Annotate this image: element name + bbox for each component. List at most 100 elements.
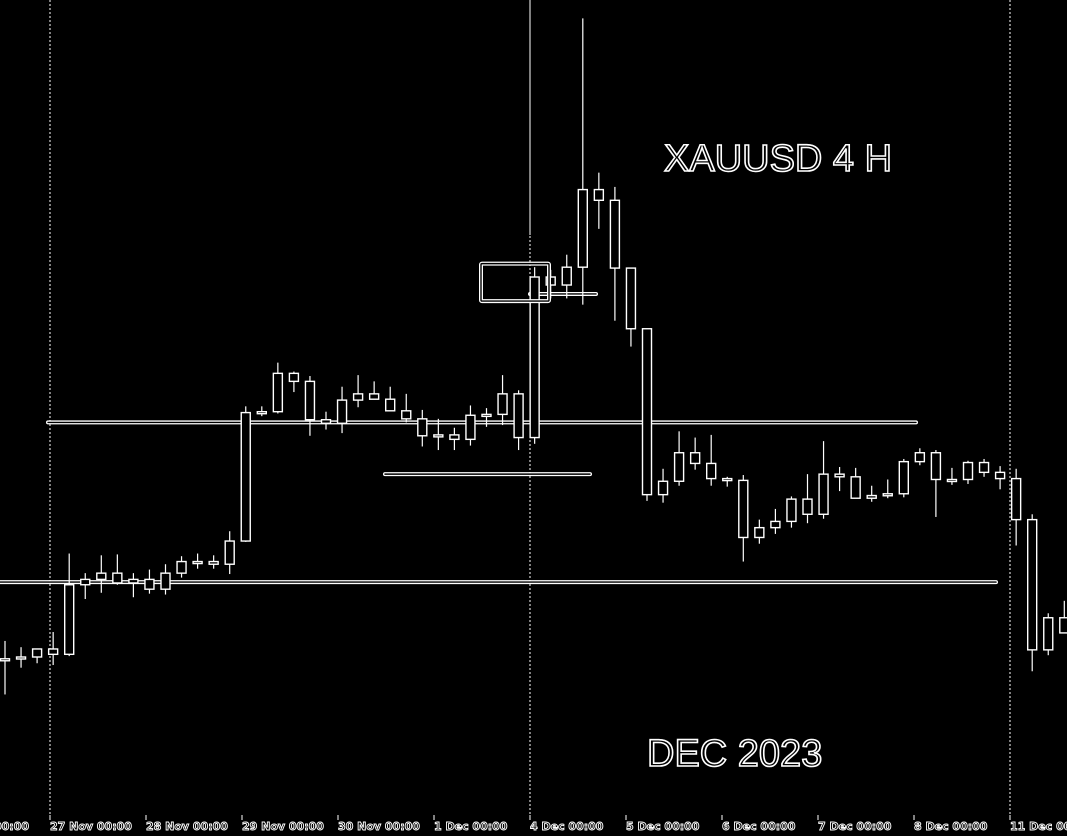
candle-body bbox=[834, 473, 845, 478]
candle bbox=[898, 458, 909, 498]
candle-body bbox=[914, 452, 926, 463]
candle-body bbox=[336, 399, 348, 424]
candle bbox=[561, 254, 572, 299]
candle bbox=[625, 267, 637, 347]
candle bbox=[1043, 613, 1054, 656]
candle-body bbox=[930, 452, 942, 481]
candle-body bbox=[320, 419, 332, 424]
x-tick-label: 7 Dec 00:00 bbox=[818, 820, 892, 833]
candle bbox=[417, 409, 428, 447]
candle-body bbox=[738, 479, 749, 539]
candle-body bbox=[706, 462, 717, 480]
candle-body bbox=[368, 393, 380, 400]
candle-body bbox=[962, 461, 974, 481]
candle-body bbox=[593, 188, 605, 201]
candle bbox=[368, 381, 380, 400]
candle-body bbox=[176, 560, 187, 574]
candle bbox=[192, 553, 203, 569]
candle bbox=[641, 328, 653, 501]
candle bbox=[256, 406, 267, 417]
candle bbox=[449, 427, 460, 451]
candle-body bbox=[689, 452, 701, 465]
x-tick-label: 29 Nov 00:00 bbox=[242, 820, 324, 833]
candle bbox=[706, 434, 717, 486]
candle bbox=[465, 405, 476, 446]
highlight-zone-box bbox=[480, 262, 550, 302]
candle bbox=[272, 362, 284, 414]
candle-body bbox=[946, 478, 958, 483]
candle-body bbox=[449, 434, 460, 441]
candle-body bbox=[272, 372, 284, 413]
candle-body bbox=[850, 476, 861, 499]
candle bbox=[1010, 468, 1022, 546]
candle-body bbox=[770, 520, 781, 529]
candle-body bbox=[994, 471, 1006, 480]
horizontal-levels bbox=[0, 291, 998, 585]
candle bbox=[304, 376, 316, 436]
candle-body bbox=[385, 398, 396, 412]
candle-body bbox=[128, 578, 139, 584]
x-tick-label: 5 Dec 00:00 bbox=[626, 820, 700, 833]
candle bbox=[866, 485, 877, 502]
candle-body bbox=[786, 498, 797, 523]
candle-body bbox=[433, 434, 444, 438]
candle bbox=[577, 18, 588, 305]
candle-body bbox=[304, 380, 316, 421]
candle-body bbox=[722, 477, 733, 482]
candle-body bbox=[192, 560, 203, 565]
candle bbox=[754, 519, 765, 544]
candle-body bbox=[1010, 477, 1022, 521]
candle-body bbox=[288, 372, 300, 383]
candle-body bbox=[481, 413, 492, 418]
candle bbox=[673, 431, 685, 486]
candle-body bbox=[978, 461, 990, 474]
candle-body bbox=[866, 494, 877, 499]
candle bbox=[160, 564, 171, 595]
candle-body bbox=[401, 410, 412, 420]
candle-body bbox=[882, 493, 893, 497]
candle-body bbox=[256, 410, 267, 415]
candle-body bbox=[1059, 617, 1067, 634]
x-tick-label: 27 Nov 00:00 bbox=[50, 820, 132, 833]
candle bbox=[850, 467, 861, 499]
candle bbox=[786, 496, 797, 528]
candle bbox=[31, 648, 43, 664]
candle-body bbox=[497, 393, 508, 416]
candle bbox=[962, 460, 974, 484]
candle bbox=[657, 468, 669, 503]
highlight-zone bbox=[479, 261, 551, 304]
candle bbox=[834, 467, 845, 492]
chart-title: XAUUSD 4 H bbox=[663, 137, 893, 181]
candle-body bbox=[1043, 617, 1054, 651]
candle bbox=[722, 476, 733, 487]
candle-body bbox=[465, 414, 476, 441]
candle bbox=[978, 458, 990, 477]
candle-body bbox=[160, 572, 171, 590]
candle bbox=[593, 172, 605, 229]
candle-body bbox=[240, 411, 251, 542]
x-tick-label: 8 Dec 00:00 bbox=[914, 820, 988, 833]
candle bbox=[529, 267, 540, 444]
candle bbox=[128, 573, 139, 598]
candle-body bbox=[754, 526, 765, 539]
candle bbox=[930, 450, 942, 517]
candle bbox=[0, 640, 11, 695]
candle-body bbox=[513, 393, 524, 439]
chart-subtitle: DEC 2023 bbox=[646, 732, 823, 776]
x-tick-label: 11 Dec 00:00 bbox=[1010, 820, 1067, 833]
candle bbox=[882, 479, 893, 499]
candle-body bbox=[63, 584, 75, 656]
candle bbox=[481, 408, 492, 427]
candle bbox=[176, 556, 187, 578]
candle-body bbox=[673, 452, 685, 482]
session-separators bbox=[49, 0, 1011, 815]
candle bbox=[144, 569, 155, 594]
candle-body bbox=[0, 658, 11, 662]
candle-body bbox=[657, 480, 669, 496]
candle bbox=[770, 508, 781, 534]
candle bbox=[818, 441, 829, 519]
candle bbox=[15, 647, 27, 668]
candle bbox=[433, 418, 444, 451]
x-tick-label: 00:00 bbox=[0, 820, 29, 833]
candle-body bbox=[80, 578, 91, 586]
